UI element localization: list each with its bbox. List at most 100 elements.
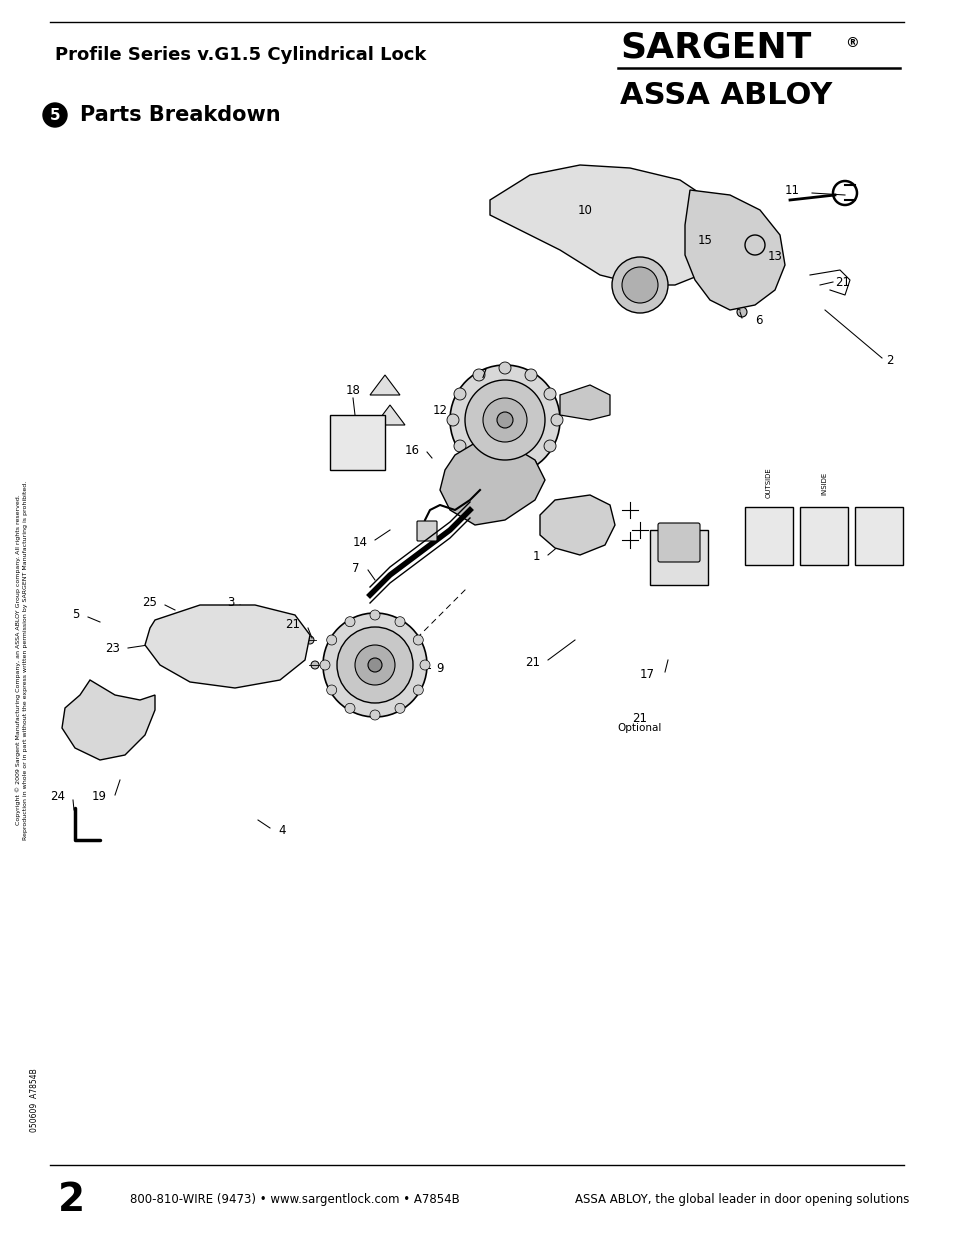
Polygon shape xyxy=(490,165,720,285)
Text: Parts Breakdown: Parts Breakdown xyxy=(80,105,280,125)
Text: 15: 15 xyxy=(698,233,712,247)
Circle shape xyxy=(413,685,423,695)
Polygon shape xyxy=(439,440,544,525)
Text: OUTSIDE: OUTSIDE xyxy=(765,468,771,499)
Text: 5: 5 xyxy=(50,107,60,122)
Circle shape xyxy=(368,658,381,672)
Polygon shape xyxy=(145,605,310,688)
Text: ®: ® xyxy=(844,36,858,49)
Text: ASSA ABLOY: ASSA ABLOY xyxy=(619,80,831,110)
Circle shape xyxy=(374,459,379,466)
Circle shape xyxy=(335,459,340,466)
Circle shape xyxy=(319,659,330,671)
Text: 6: 6 xyxy=(754,314,761,326)
Circle shape xyxy=(498,466,511,478)
Circle shape xyxy=(497,412,513,429)
Circle shape xyxy=(395,616,405,626)
Circle shape xyxy=(464,380,544,459)
FancyBboxPatch shape xyxy=(854,508,902,564)
Circle shape xyxy=(345,703,355,714)
Text: 18: 18 xyxy=(345,384,360,396)
Circle shape xyxy=(355,645,395,685)
Circle shape xyxy=(326,635,336,645)
Circle shape xyxy=(551,414,562,426)
Circle shape xyxy=(621,267,658,303)
Circle shape xyxy=(326,685,336,695)
Text: 3: 3 xyxy=(228,595,234,609)
Circle shape xyxy=(345,616,355,626)
Polygon shape xyxy=(375,405,405,425)
FancyBboxPatch shape xyxy=(800,508,847,564)
Text: Optional: Optional xyxy=(618,722,661,734)
Circle shape xyxy=(311,661,318,669)
Text: 5: 5 xyxy=(72,609,80,621)
Circle shape xyxy=(612,257,667,312)
Circle shape xyxy=(43,103,67,127)
Text: 2: 2 xyxy=(58,1181,85,1219)
Text: 10: 10 xyxy=(578,204,593,216)
Circle shape xyxy=(454,388,465,400)
Circle shape xyxy=(543,440,556,452)
Text: 21: 21 xyxy=(524,656,539,668)
Text: 7: 7 xyxy=(480,368,488,382)
FancyBboxPatch shape xyxy=(744,508,792,564)
Circle shape xyxy=(543,388,556,400)
Polygon shape xyxy=(559,385,609,420)
Text: INSIDE: INSIDE xyxy=(821,472,826,495)
Circle shape xyxy=(454,440,465,452)
Text: 050609  A7854B: 050609 A7854B xyxy=(30,1068,39,1131)
Circle shape xyxy=(473,459,484,471)
Text: ASSA ABLOY, the global leader in door opening solutions: ASSA ABLOY, the global leader in door op… xyxy=(575,1193,908,1207)
Circle shape xyxy=(498,362,511,374)
Text: 14: 14 xyxy=(353,536,368,548)
Circle shape xyxy=(482,398,526,442)
Text: 13: 13 xyxy=(767,251,782,263)
Text: 2: 2 xyxy=(885,353,893,367)
Polygon shape xyxy=(539,495,615,555)
Text: 7: 7 xyxy=(352,562,359,574)
Circle shape xyxy=(450,366,559,475)
Text: 9: 9 xyxy=(436,662,443,674)
FancyBboxPatch shape xyxy=(330,415,385,471)
Polygon shape xyxy=(684,190,784,310)
Text: 4: 4 xyxy=(277,824,285,836)
FancyBboxPatch shape xyxy=(658,522,700,562)
Text: 19: 19 xyxy=(91,790,107,804)
Text: 25: 25 xyxy=(142,595,157,609)
Text: 12: 12 xyxy=(433,404,448,416)
Circle shape xyxy=(374,420,379,426)
Circle shape xyxy=(395,703,405,714)
Circle shape xyxy=(524,369,537,380)
Text: 23: 23 xyxy=(105,641,120,655)
Text: 16: 16 xyxy=(405,443,419,457)
Circle shape xyxy=(473,369,484,380)
FancyBboxPatch shape xyxy=(649,530,707,585)
Circle shape xyxy=(524,459,537,471)
Circle shape xyxy=(335,420,340,426)
Text: 800-810-WIRE (9473) • www.sargentlock.com • A7854B: 800-810-WIRE (9473) • www.sargentlock.co… xyxy=(130,1193,459,1207)
Circle shape xyxy=(419,659,430,671)
Polygon shape xyxy=(62,680,154,760)
Polygon shape xyxy=(370,375,399,395)
Text: Profile Series v.G1.5 Cylindrical Lock: Profile Series v.G1.5 Cylindrical Lock xyxy=(55,46,426,64)
Circle shape xyxy=(323,613,427,718)
Circle shape xyxy=(744,235,764,254)
Circle shape xyxy=(370,610,379,620)
Circle shape xyxy=(737,308,746,317)
Text: Copyright © 2009 Sargent Manufacturing Company, an ASSA ABLOY Group company. All: Copyright © 2009 Sargent Manufacturing C… xyxy=(15,495,21,825)
Text: SARGENT: SARGENT xyxy=(619,31,810,65)
Circle shape xyxy=(336,627,413,703)
Text: 21: 21 xyxy=(632,711,647,725)
Text: 21: 21 xyxy=(834,275,849,289)
Circle shape xyxy=(370,710,379,720)
Circle shape xyxy=(413,635,423,645)
Text: 1: 1 xyxy=(532,550,539,562)
FancyBboxPatch shape xyxy=(416,521,436,541)
Circle shape xyxy=(306,636,314,643)
Text: Reproduction in whole or in part without the express written permission by SARGE: Reproduction in whole or in part without… xyxy=(24,480,29,840)
Text: 17: 17 xyxy=(639,668,655,682)
Text: 24: 24 xyxy=(50,790,65,804)
Circle shape xyxy=(447,414,458,426)
Text: 21: 21 xyxy=(285,619,299,631)
Text: 11: 11 xyxy=(784,184,800,196)
